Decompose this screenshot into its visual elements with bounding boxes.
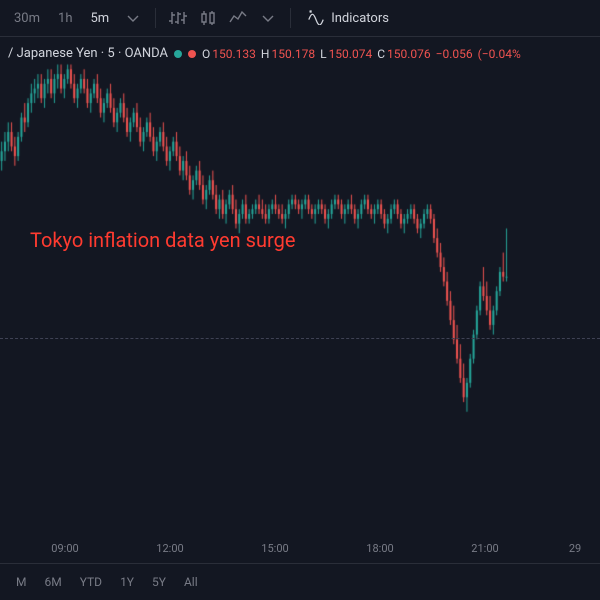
candlestick-canvas <box>0 36 600 542</box>
ohlc-c-val: 150.076 <box>387 47 431 61</box>
chevron-down-icon[interactable] <box>254 4 282 32</box>
ohlc-l-label: L <box>320 47 326 61</box>
ohlc-chg-pct: (−0.04% <box>478 47 521 61</box>
range-1y[interactable]: 1Y <box>112 571 142 593</box>
indicators-label: Indicators <box>331 11 389 26</box>
ohlc-c-label: C <box>377 47 385 61</box>
ohlc-o-val: 150.133 <box>212 47 256 61</box>
time-tick: 15:00 <box>261 542 288 555</box>
ohlc-h-val: 150.178 <box>271 47 315 61</box>
separator <box>290 8 291 28</box>
candles-style-icon[interactable] <box>194 4 222 32</box>
range-bar: M 6M YTD 1Y 5Y All <box>0 563 600 600</box>
range-ytd[interactable]: YTD <box>72 571 110 593</box>
range-6m[interactable]: 6M <box>36 571 69 593</box>
time-tick: 09:00 <box>51 542 78 555</box>
timeframe-30m[interactable]: 30m <box>6 7 48 30</box>
time-tick: 21:00 <box>471 542 498 555</box>
separator <box>155 8 156 28</box>
chart-legend: / Japanese Yen · 5 · OANDA O150.133 H150… <box>8 46 523 61</box>
top-toolbar: 30m 1h 5m Indicators <box>0 0 600 37</box>
line-style-icon[interactable] <box>224 4 252 32</box>
time-tick: 29 <box>569 542 581 555</box>
bars-style-icon[interactable] <box>164 4 192 32</box>
timeframe-5m[interactable]: 5m <box>82 7 117 30</box>
range-all[interactable]: All <box>176 571 206 593</box>
symbol-name[interactable]: / Japanese Yen · 5 · OANDA <box>8 46 168 61</box>
ohlc-l-val: 150.074 <box>329 47 373 61</box>
chevron-down-icon[interactable] <box>119 4 147 32</box>
time-tick: 18:00 <box>366 542 393 555</box>
ohlc-display: O150.133 H150.178 L150.074 C150.076 −0.0… <box>202 47 523 61</box>
ohlc-chg: −0.056 <box>436 47 473 61</box>
status-dot-2 <box>188 50 196 58</box>
range-5y[interactable]: 5Y <box>144 571 174 593</box>
range-m[interactable]: M <box>8 571 34 593</box>
ohlc-h-label: H <box>261 47 270 61</box>
indicators-button[interactable]: Indicators <box>299 3 397 33</box>
reference-line <box>0 338 600 339</box>
chart-area[interactable]: Tokyo inflation data yen surge <box>0 36 600 564</box>
timeframe-1h[interactable]: 1h <box>50 7 80 30</box>
ohlc-o-label: O <box>202 47 210 61</box>
status-dot-1 <box>174 50 182 58</box>
indicators-icon <box>307 7 325 29</box>
time-tick: 12:00 <box>156 542 183 555</box>
time-axis: 09:00 12:00 15:00 18:00 21:00 29 <box>0 542 600 564</box>
